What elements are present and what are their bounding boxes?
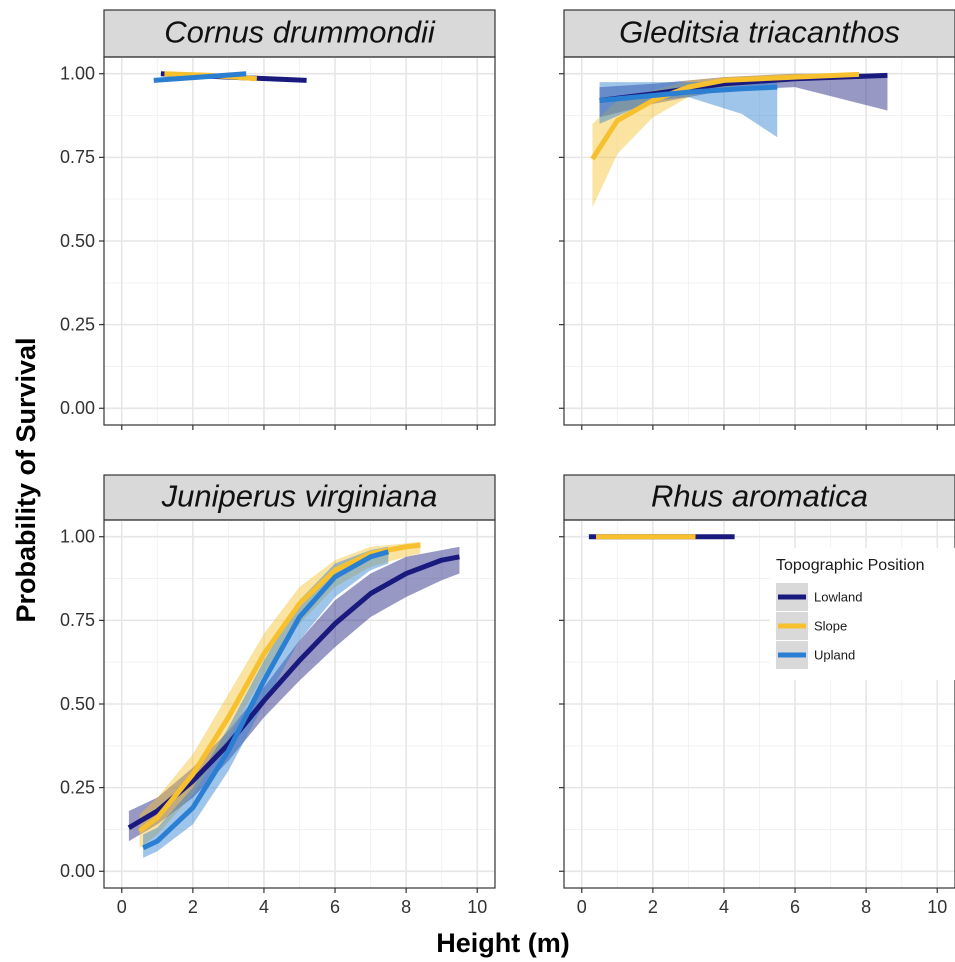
x-tick-label: 0: [577, 897, 587, 917]
confidence-band: [599, 73, 888, 118]
y-tick-label: 1.00: [60, 63, 95, 83]
x-tick-label: 10: [927, 897, 947, 917]
panel: Gleditsia triacanthos: [559, 9, 955, 430]
x-tick-label: 8: [861, 897, 871, 917]
y-tick-label: 0.00: [60, 398, 95, 418]
strip: [103, 9, 496, 58]
x-tick-label: 4: [719, 897, 729, 917]
x-tick-label: 2: [188, 897, 198, 917]
series-line: [153, 71, 247, 83]
panel-title: Juniperus virginiana: [161, 479, 438, 514]
confidence-band: [143, 546, 389, 858]
panel-title: Gleditsia triacanthos: [619, 15, 900, 50]
panel: Cornus drummondii 0.00 0.25 0.50 0.75 1.00: [60, 9, 496, 430]
panel-border: [103, 519, 496, 889]
series-line: [590, 71, 860, 161]
x-tick-label: 6: [330, 897, 340, 917]
x-axis-title: Height (m): [436, 928, 569, 958]
panel-title: Rhus aromatica: [651, 479, 868, 514]
y-axis-title: Probability of Survival: [11, 337, 41, 622]
panel-title: Cornus drummondii: [164, 15, 436, 50]
confidence-band: [139, 541, 421, 848]
legend: Topographic Position Lowland Slope Upland: [770, 548, 955, 680]
series-line: [599, 84, 778, 103]
confidence-band: [592, 73, 860, 208]
series-line: [142, 549, 390, 851]
y-tick-label: 0.25: [60, 777, 95, 797]
x-tick-label: 4: [259, 897, 269, 917]
x-tick-label: 8: [401, 897, 411, 917]
x-tick-label: 6: [790, 897, 800, 917]
legend-label: Upland: [814, 647, 855, 662]
strip: [563, 9, 955, 58]
y-tick-label: 0.75: [60, 147, 95, 167]
series-line: [138, 542, 421, 834]
strip: [103, 474, 496, 521]
x-tick-label: 10: [467, 897, 487, 917]
legend-label: Slope: [814, 618, 847, 633]
y-tick-label: 0.75: [60, 610, 95, 630]
y-tick-label: 0.50: [60, 694, 95, 714]
y-tick-label: 1.00: [60, 526, 95, 546]
y-tick-label: 0.00: [60, 861, 95, 881]
panel-border: [103, 56, 496, 426]
panel-border: [563, 519, 955, 889]
legend-title: Topographic Position: [776, 557, 925, 574]
legend-label: Lowland: [814, 589, 862, 604]
x-tick-label: 2: [648, 897, 658, 917]
strip: [563, 474, 955, 521]
panel: Rhus aromatica 0 2 4 6 8 10: [559, 474, 955, 917]
confidence-band: [128, 546, 460, 842]
panel: Juniperus virginiana 0 2 4 6 8 10 0.00 0.25 0.50 0…: [60, 474, 496, 917]
y-tick-label: 0.25: [60, 314, 95, 334]
x-tick-label: 0: [117, 897, 127, 917]
panel-border: [563, 56, 955, 426]
y-tick-label: 0.50: [60, 231, 95, 251]
